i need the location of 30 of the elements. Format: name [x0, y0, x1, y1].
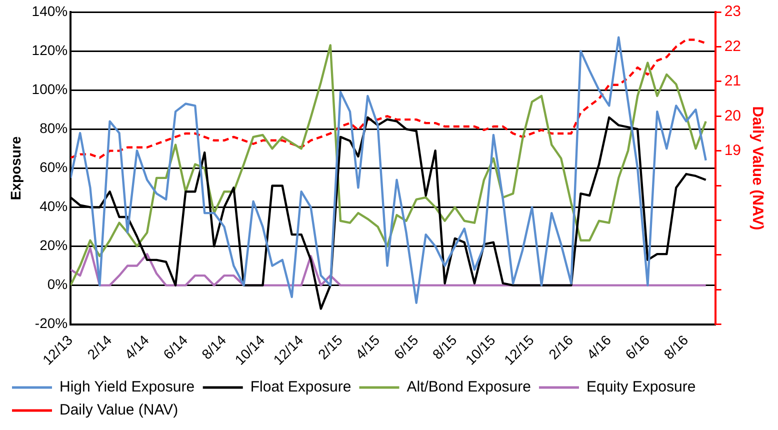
x-tick-label: 8/16 [660, 332, 692, 362]
legend-label: Alt/Bond Exposure [406, 378, 531, 396]
x-tick-label: 6/16 [622, 332, 653, 362]
x-tick-label: 6/14 [160, 332, 191, 362]
x-tick-label: 4/14 [121, 332, 152, 362]
y2-axis-title: Daily Value (NAV) [748, 106, 766, 230]
y-tick-label: 40% [40, 198, 68, 214]
x-tick-label: 4/16 [583, 332, 614, 362]
x-tick-label: 6/15 [390, 332, 422, 362]
line-series [70, 38, 707, 159]
y-tick-label: 120% [32, 42, 68, 58]
y-tick-label: 80% [40, 120, 68, 136]
y-tick-label: 0% [47, 276, 68, 292]
x-tick-label: 4/15 [352, 332, 383, 362]
y2-tick-label: 22 [724, 38, 742, 55]
y2-tick-label: 23 [724, 3, 742, 20]
legend-label: Equity Exposure [586, 378, 696, 396]
legend-label: Float Exposure [250, 378, 352, 396]
y-tick-label: 100% [32, 80, 68, 97]
y2-tick-label: 19 [724, 142, 742, 159]
x-tick-label: 8/14 [198, 332, 230, 362]
y2-tick-label: 21 [724, 72, 742, 90]
legend-label: High Yield Exposure [60, 378, 195, 396]
legend-label: Daily Value (NAV) [60, 402, 178, 419]
y-tick-label: -20% [34, 315, 68, 332]
y2-tick-label: 20 [724, 107, 742, 124]
y-axis-title: Exposure [7, 136, 24, 200]
y-tick-label: 20% [40, 237, 68, 254]
y-tick-label: 60% [40, 159, 68, 176]
y-tick-label: 140% [32, 2, 68, 19]
